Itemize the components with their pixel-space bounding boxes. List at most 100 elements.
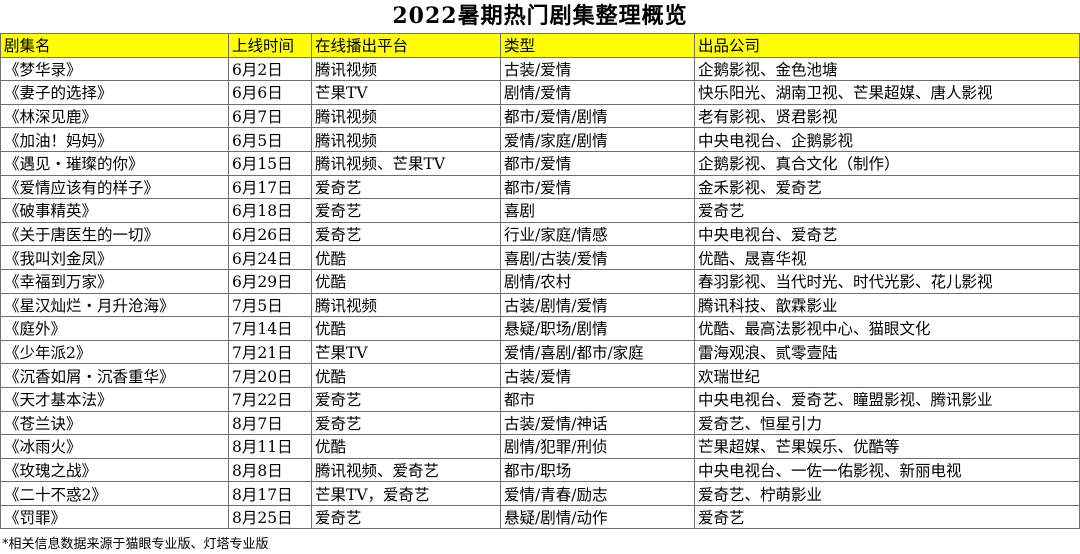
release-date-cell: 6月5日 — [228, 127, 312, 152]
drama-name-cell: 《爱情应该有的样子》 — [0, 174, 229, 200]
drama-name-cell: 《我叫刘金凤》 — [0, 245, 229, 270]
column-header-producer: 出品公司 — [694, 33, 1080, 58]
genre-cell: 都市/爱情/剧情 — [500, 103, 695, 129]
table-row: 《苍兰诀》 8月7日 爱奇艺 古装/爱情/神话 爱奇艺、恒星引力 — [0, 410, 1080, 436]
genre-cell: 喜剧 — [500, 198, 695, 223]
producer-cell: 中央电视台、企鹅影视 — [694, 127, 1080, 152]
platform-cell: 优酷 — [311, 245, 501, 270]
producer-cell: 中央电视台、一佐一佑影视、新丽电视 — [694, 457, 1080, 483]
producer-cell: 快乐阳光、湖南卫视、芒果超媒、唐人影视 — [694, 80, 1080, 105]
table-row: 《妻子的选择》 6月6日 芒果TV 剧情/爱情 快乐阳光、湖南卫视、芒果超媒、唐人影视 — [0, 80, 1080, 105]
platform-cell: 腾讯视频、芒果TV — [311, 150, 501, 176]
release-date-cell: 6月17日 — [228, 174, 312, 200]
release-date-cell: 8月8日 — [228, 457, 312, 483]
platform-cell: 腾讯视频、爱奇艺 — [311, 457, 501, 483]
table-row: 《爱情应该有的样子》 6月17日 爱奇艺 都市/爱情 金禾影视、爱奇艺 — [0, 174, 1080, 200]
drama-name-cell: 《冰雨火》 — [0, 434, 229, 459]
platform-cell: 优酷 — [311, 434, 501, 459]
producer-cell: 爱奇艺、柠萌影业 — [694, 481, 1080, 506]
drama-name-cell: 《梦华录》 — [0, 56, 229, 82]
drama-name-cell: 《二十不惑2》 — [0, 481, 229, 506]
platform-cell: 优酷 — [311, 363, 501, 388]
table-row: 《我叫刘金凤》 6月24日 优酷 喜剧/古装/爱情 优酷、晟喜华视 — [0, 245, 1080, 270]
platform-cell: 爱奇艺 — [311, 410, 501, 436]
platform-cell: 腾讯视频 — [311, 56, 501, 82]
column-header-platform: 在线播出平台 — [311, 33, 501, 58]
release-date-cell: 6月29日 — [228, 268, 312, 294]
table-row: 《玫瑰之战》 8月8日 腾讯视频、爱奇艺 都市/职场 中央电视台、一佐一佑影视、新丽电视 — [0, 457, 1080, 483]
producer-cell: 腾讯科技、歆霖影业 — [694, 292, 1080, 318]
genre-cell: 古装/爱情/神话 — [500, 410, 695, 436]
release-date-cell: 8月25日 — [228, 504, 312, 530]
producer-cell: 爱奇艺 — [694, 504, 1080, 530]
drama-table: 剧集名 上线时间 在线播出平台 类型 出品公司 《梦华录》 6月2日 腾讯视频 古装/… — [0, 33, 1080, 530]
genre-cell: 都市/爱情 — [500, 150, 695, 176]
release-date-cell: 8月17日 — [228, 481, 312, 506]
table-row: 《星汉灿烂・月升沧海》 7月5日 腾讯视频 古装/剧情/爱情 腾讯科技、歆霖影业 — [0, 292, 1080, 318]
platform-cell: 爱奇艺 — [311, 504, 501, 530]
release-date-cell: 7月5日 — [228, 292, 312, 318]
producer-cell: 老有影视、贤君影视 — [694, 103, 1080, 129]
platform-cell: 腾讯视频 — [311, 292, 501, 318]
producer-cell: 春羽影视、当代时光、时代光影、花儿影视 — [694, 268, 1080, 294]
genre-cell: 行业/家庭/情感 — [500, 221, 695, 247]
release-date-cell: 6月2日 — [228, 56, 312, 82]
drama-name-cell: 《庭外》 — [0, 316, 229, 341]
producer-cell: 金禾影视、爱奇艺 — [694, 174, 1080, 200]
genre-cell: 都市/职场 — [500, 457, 695, 483]
drama-name-cell: 《关于唐医生的一切》 — [0, 221, 229, 247]
genre-cell: 剧情/犯罪/刑侦 — [500, 434, 695, 459]
drama-name-cell: 《沉香如屑・沉香重华》 — [0, 363, 229, 388]
table-row: 《庭外》 7月14日 优酷 悬疑/职场/剧情 优酷、最高法影视中心、猫眼文化 — [0, 316, 1080, 341]
table-row: 《二十不惑2》 8月17日 芒果TV，爱奇艺 爱情/青春/励志 爱奇艺、柠萌影业 — [0, 481, 1080, 506]
genre-cell: 悬疑/职场/剧情 — [500, 316, 695, 341]
release-date-cell: 7月20日 — [228, 363, 312, 388]
column-header-release-date: 上线时间 — [228, 33, 312, 58]
genre-cell: 剧情/农村 — [500, 268, 695, 294]
release-date-cell: 6月6日 — [228, 80, 312, 105]
table-row: 《林深见鹿》 6月7日 腾讯视频 都市/爱情/剧情 老有影视、贤君影视 — [0, 103, 1080, 129]
release-date-cell: 7月22日 — [228, 386, 312, 412]
producer-cell: 优酷、晟喜华视 — [694, 245, 1080, 270]
table-row: 《沉香如屑・沉香重华》 7月20日 优酷 古装/爱情 欢瑞世纪 — [0, 363, 1080, 388]
page-title: 2022暑期热门剧集整理概览 — [392, 3, 688, 29]
table-row: 《破事精英》 6月18日 爱奇艺 喜剧 爱奇艺 — [0, 198, 1080, 223]
drama-name-cell: 《妻子的选择》 — [0, 80, 229, 105]
release-date-cell: 8月7日 — [228, 410, 312, 436]
drama-name-cell: 《玫瑰之战》 — [0, 457, 229, 483]
genre-cell: 都市/爱情 — [500, 174, 695, 200]
platform-cell: 爱奇艺 — [311, 386, 501, 412]
drama-name-cell: 《天才基本法》 — [0, 386, 229, 412]
genre-cell: 古装/爱情 — [500, 363, 695, 388]
genre-cell: 爱情/喜剧/都市/家庭 — [500, 339, 695, 365]
platform-cell: 优酷 — [311, 268, 501, 294]
platform-cell: 芒果TV，爱奇艺 — [311, 481, 501, 506]
drama-name-cell: 《加油！妈妈》 — [0, 127, 229, 152]
drama-name-cell: 《苍兰诀》 — [0, 410, 229, 436]
drama-name-cell: 《林深见鹿》 — [0, 103, 229, 129]
table-row: 《天才基本法》 7月22日 爱奇艺 都市 中央电视台、爱奇艺、瞳盟影视、腾讯影业 — [0, 386, 1080, 412]
genre-cell: 剧情/爱情 — [500, 80, 695, 105]
table-row: 《遇见・璀璨的你》 6月15日 腾讯视频、芒果TV 都市/爱情 企鹅影视、真合文化（制作… — [0, 150, 1080, 176]
platform-cell: 爱奇艺 — [311, 221, 501, 247]
header-row: 剧集名 上线时间 在线播出平台 类型 出品公司 — [0, 33, 1080, 58]
table-row: 《加油！妈妈》 6月5日 腾讯视频 爱情/家庭/剧情 中央电视台、企鹅影视 — [0, 127, 1080, 152]
table-row: 《罚罪》 8月25日 爱奇艺 悬疑/剧情/动作 爱奇艺 — [0, 504, 1080, 530]
table-row: 《梦华录》 6月2日 腾讯视频 古装/爱情 企鹅影视、金色池塘 — [0, 56, 1080, 82]
table-body: 《梦华录》 6月2日 腾讯视频 古装/爱情 企鹅影视、金色池塘 《妻子的选择》 6月6日 芒果… — [0, 56, 1080, 530]
drama-name-cell: 《星汉灿烂・月升沧海》 — [0, 292, 229, 318]
drama-name-cell: 《破事精英》 — [0, 198, 229, 223]
table-row: 《幸福到万家》 6月29日 优酷 剧情/农村 春羽影视、当代时光、时代光影、花儿影视 — [0, 268, 1080, 294]
producer-cell: 雷海观浪、贰零壹陆 — [694, 339, 1080, 365]
drama-name-cell: 《幸福到万家》 — [0, 268, 229, 294]
column-header-genre: 类型 — [500, 33, 695, 58]
release-date-cell: 6月7日 — [228, 103, 312, 129]
platform-cell: 芒果TV — [311, 80, 501, 105]
platform-cell: 腾讯视频 — [311, 127, 501, 152]
release-date-cell: 6月15日 — [228, 150, 312, 176]
release-date-cell: 6月26日 — [228, 221, 312, 247]
genre-cell: 爱情/家庭/剧情 — [500, 127, 695, 152]
genre-cell: 喜剧/古装/爱情 — [500, 245, 695, 270]
table-row: 《冰雨火》 8月11日 优酷 剧情/犯罪/刑侦 芒果超媒、芒果娱乐、优酷等 — [0, 434, 1080, 459]
release-date-cell: 7月14日 — [228, 316, 312, 341]
